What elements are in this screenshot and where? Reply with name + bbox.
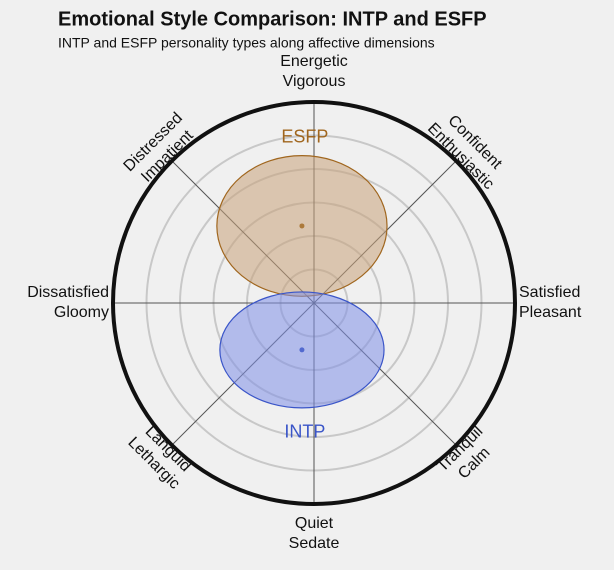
type-label: ESFP bbox=[281, 126, 328, 146]
dimension-label-line: Pleasant bbox=[519, 304, 582, 321]
outer-ring bbox=[111, 100, 517, 506]
dimension-label-line: Sedate bbox=[289, 535, 340, 552]
chart-title: Emotional Style Comparison: INTP and ESF… bbox=[58, 8, 487, 30]
dimension-label-line: Vigorous bbox=[283, 73, 346, 90]
type-label: INTP bbox=[284, 422, 325, 442]
dimension-label: Energetic Vigorous bbox=[280, 53, 348, 90]
dimension-label-line: Satisfied bbox=[519, 284, 580, 301]
type-center bbox=[299, 347, 305, 353]
dimension-label-line: Dissatisfied bbox=[27, 284, 109, 301]
dimension-label-line: Gloomy bbox=[54, 304, 109, 321]
dimension-label: Quiet Sedate bbox=[289, 515, 340, 552]
dimension-label-line: Energetic bbox=[280, 53, 348, 70]
dimension-label: Dissatisfied Gloomy bbox=[27, 284, 109, 321]
dimension-label: Satisfied Pleasant bbox=[519, 284, 582, 321]
dimension-label-line: Quiet bbox=[295, 515, 334, 532]
chart-subtitle: INTP and ESFP personality types along af… bbox=[58, 35, 435, 51]
type-center bbox=[299, 223, 305, 229]
